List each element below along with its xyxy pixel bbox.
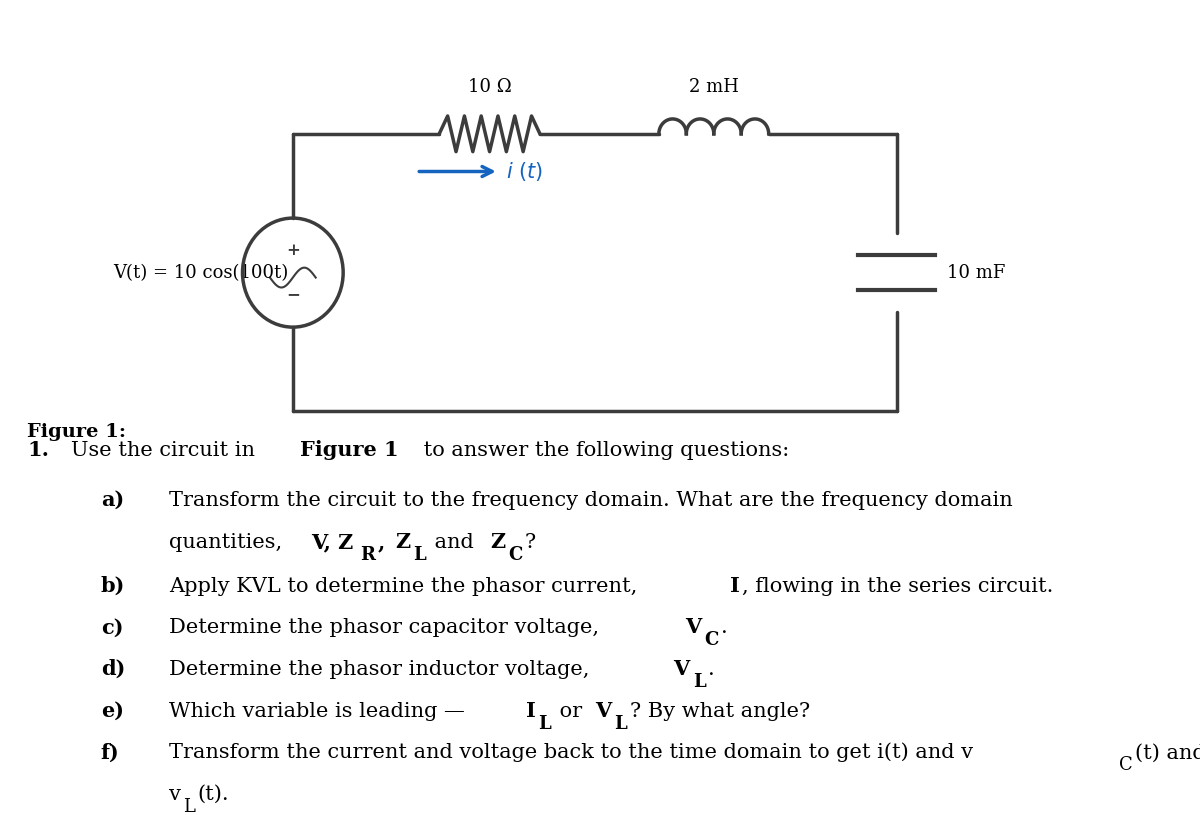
Text: (t).: (t). <box>198 785 229 804</box>
Text: Determine the phasor inductor voltage,: Determine the phasor inductor voltage, <box>169 660 596 679</box>
Text: (t) and: (t) and <box>1135 743 1200 762</box>
Text: b): b) <box>101 576 125 596</box>
Text: V: V <box>673 659 690 679</box>
Text: Z: Z <box>490 532 505 553</box>
Text: ? By what angle?: ? By what angle? <box>630 702 810 720</box>
Text: d): d) <box>101 659 125 679</box>
Text: −: − <box>286 286 300 303</box>
Text: quantities,: quantities, <box>169 533 289 553</box>
Text: .: . <box>708 660 714 679</box>
Text: and: and <box>428 533 481 553</box>
Text: ,: , <box>378 532 392 553</box>
Text: I: I <box>730 576 740 596</box>
Text: V, Z: V, Z <box>311 532 353 553</box>
Text: e): e) <box>101 701 124 720</box>
Text: L: L <box>614 715 628 733</box>
Text: ?: ? <box>526 533 536 553</box>
Text: , flowing in the series circuit.: , flowing in the series circuit. <box>742 577 1054 596</box>
Text: v: v <box>169 785 181 804</box>
Text: Which variable is leading —: Which variable is leading — <box>169 702 472 720</box>
Text: Figure 1:: Figure 1: <box>28 423 126 441</box>
Text: $\it{i}$ $\it{(t)}$: $\it{i}$ $\it{(t)}$ <box>506 160 544 183</box>
Text: 1.: 1. <box>28 440 49 460</box>
Text: Determine the phasor capacitor voltage,: Determine the phasor capacitor voltage, <box>169 619 606 637</box>
Text: Transform the circuit to the frequency domain. What are the frequency domain: Transform the circuit to the frequency d… <box>169 491 1013 509</box>
Text: V(t) = 10 cos(100t): V(t) = 10 cos(100t) <box>113 263 288 282</box>
Text: +: + <box>286 242 300 259</box>
Text: L: L <box>692 673 706 691</box>
Text: to answer the following questions:: to answer the following questions: <box>416 441 788 460</box>
Text: Use the circuit in: Use the circuit in <box>50 441 262 460</box>
Text: C: C <box>508 546 522 564</box>
Text: V: V <box>595 701 612 720</box>
Text: L: L <box>184 798 196 815</box>
Text: V: V <box>685 618 701 637</box>
Text: .: . <box>721 619 727 637</box>
Text: L: L <box>538 715 551 733</box>
Text: Transform the current and voltage back to the time domain to get i(t) and v: Transform the current and voltage back t… <box>169 742 973 762</box>
Text: Figure 1: Figure 1 <box>300 440 398 460</box>
Text: L: L <box>413 546 426 564</box>
Text: I: I <box>527 701 536 720</box>
Text: 2 mH: 2 mH <box>689 78 739 96</box>
Text: a): a) <box>101 490 124 509</box>
Text: C: C <box>1118 756 1133 774</box>
Text: 10 mF: 10 mF <box>947 263 1006 282</box>
Text: C: C <box>704 632 719 650</box>
Text: Apply KVL to determine the phasor current,: Apply KVL to determine the phasor curren… <box>169 577 644 596</box>
Text: R: R <box>360 546 376 564</box>
Text: c): c) <box>101 618 124 637</box>
Text: or: or <box>553 702 589 720</box>
Text: f): f) <box>101 742 120 762</box>
Text: Z: Z <box>396 532 410 553</box>
Text: 10 Ω: 10 Ω <box>468 78 511 96</box>
